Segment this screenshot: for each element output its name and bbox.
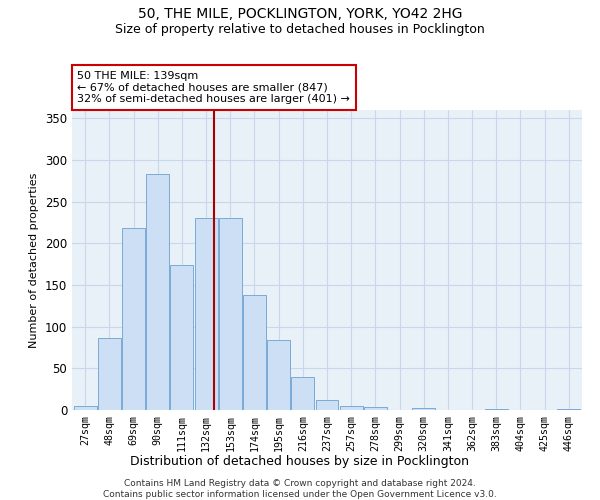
Bar [267,340,290,410]
Bar [243,295,266,410]
Bar [98,338,121,410]
Bar [412,408,435,410]
Text: 50 THE MILE: 139sqm
← 67% of detached houses are smaller (847)
32% of semi-detac: 50 THE MILE: 139sqm ← 67% of detached ho… [77,71,350,104]
Bar [219,218,242,410]
Text: Distribution of detached houses by size in Pocklington: Distribution of detached houses by size … [131,455,470,468]
Y-axis label: Number of detached properties: Number of detached properties [29,172,40,348]
Bar [122,228,145,410]
Text: Size of property relative to detached houses in Pocklington: Size of property relative to detached ho… [115,22,485,36]
Bar [74,406,97,410]
Text: Contains HM Land Registry data © Crown copyright and database right 2024.: Contains HM Land Registry data © Crown c… [124,479,476,488]
Bar [146,174,169,410]
Text: 50, THE MILE, POCKLINGTON, YORK, YO42 2HG: 50, THE MILE, POCKLINGTON, YORK, YO42 2H… [138,8,462,22]
Bar [557,409,580,410]
Bar [170,265,193,410]
Bar [364,406,387,410]
Bar [340,406,362,410]
Bar [194,218,218,410]
Bar [292,376,314,410]
Bar [316,400,338,410]
Text: Contains public sector information licensed under the Open Government Licence v3: Contains public sector information licen… [103,490,497,499]
Bar [485,409,508,410]
